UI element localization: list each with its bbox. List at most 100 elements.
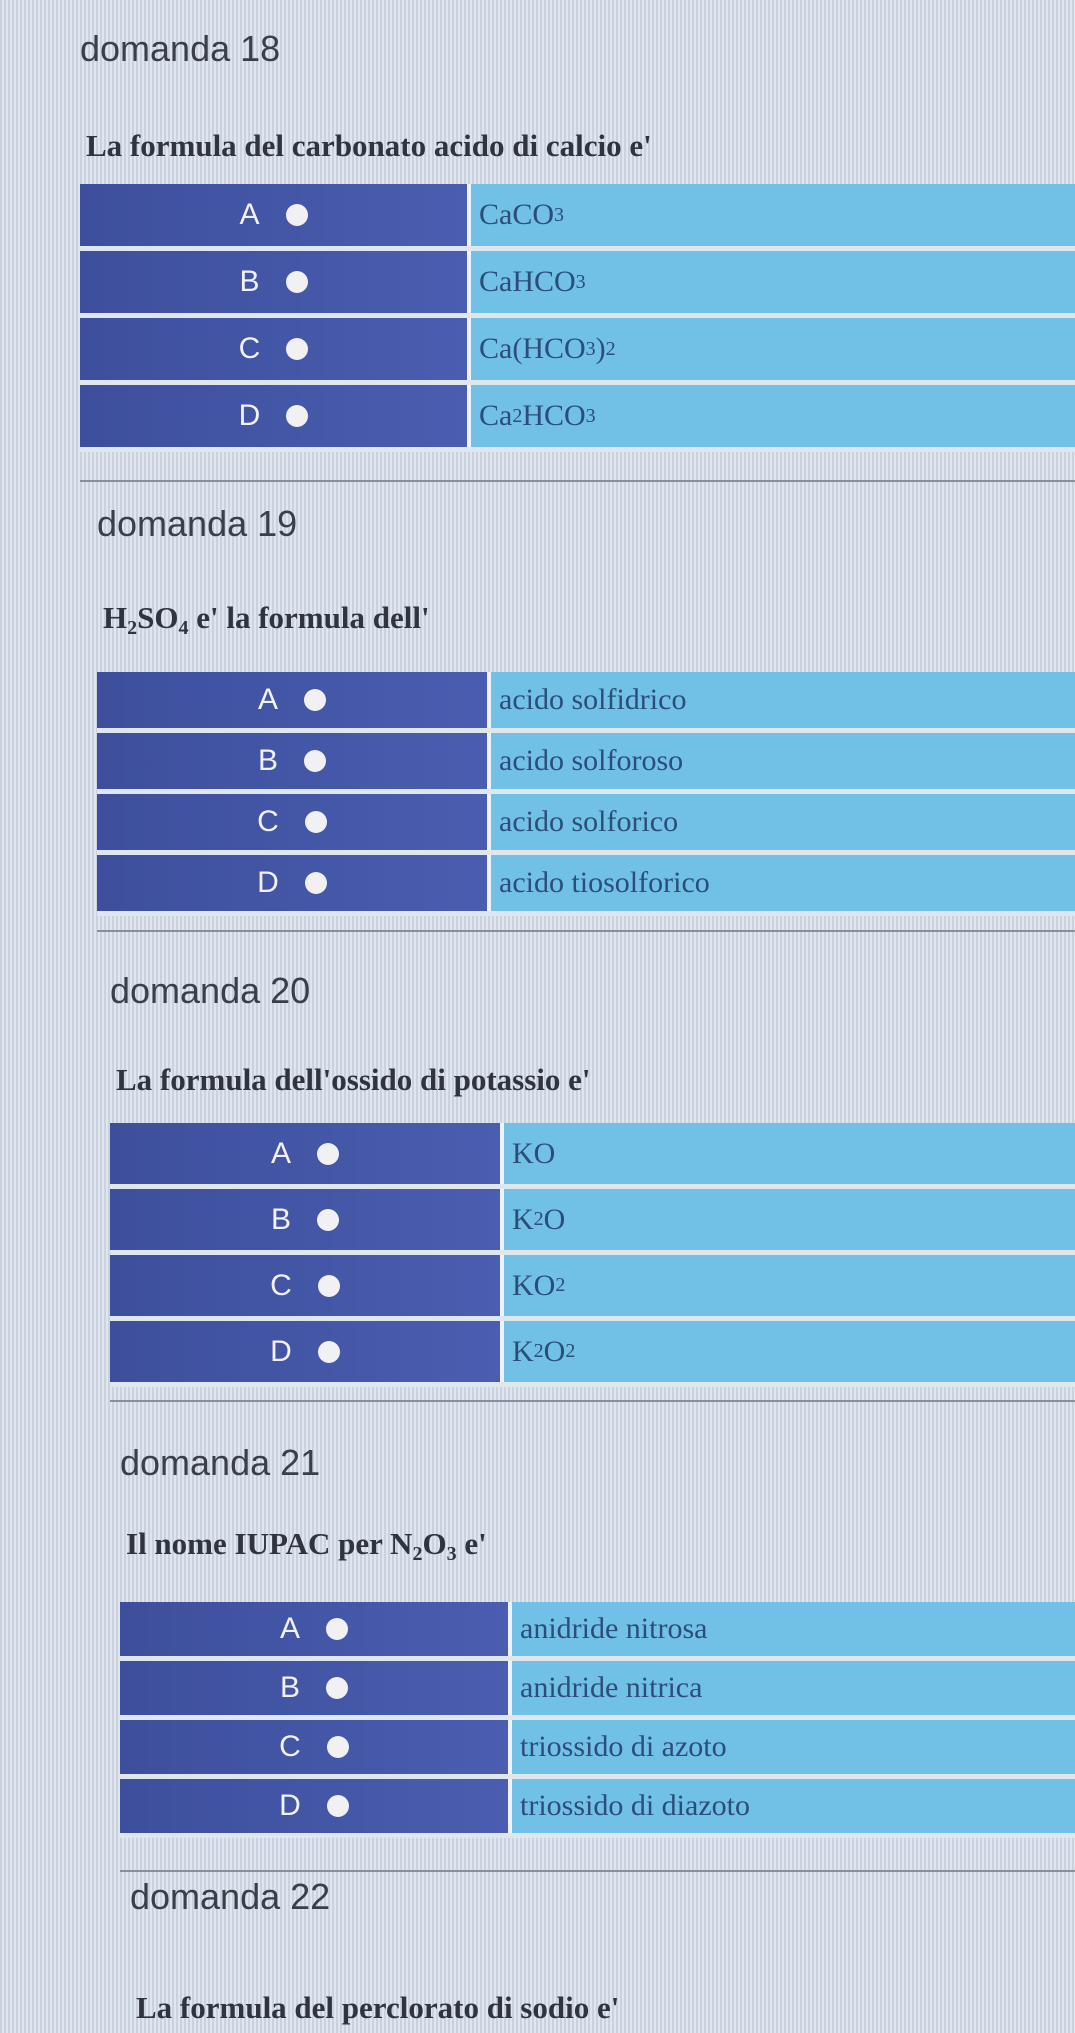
text-segment: La formula del carbonato acido di calcio… <box>86 128 652 163</box>
radio-button[interactable] <box>285 271 308 293</box>
text-segment: Ca(HCO <box>479 332 586 365</box>
answer-option-a[interactable]: A CaCO 3 <box>80 184 1075 251</box>
radio-button[interactable] <box>304 689 326 711</box>
text-segment: H <box>103 600 128 635</box>
radio-button[interactable] <box>304 872 327 894</box>
answer-option-c[interactable]: C Ca(HCO 3) 2 <box>80 318 1075 385</box>
option-selector[interactable]: D <box>80 385 471 447</box>
option-letter: D <box>238 399 261 432</box>
option-selector[interactable]: C <box>80 318 471 380</box>
option-selector[interactable]: C <box>120 1720 512 1774</box>
answer-option-b[interactable]: B CaHCO 3 <box>80 251 1075 318</box>
subscript: 3 <box>554 203 564 226</box>
option-answer[interactable]: acido solforoso <box>491 733 1075 789</box>
option-selector[interactable]: D <box>120 1779 512 1833</box>
question-number: domanda 19 <box>97 503 298 544</box>
option-selector[interactable]: B <box>110 1189 504 1250</box>
question-number: domanda 22 <box>130 1876 331 1917</box>
subscript: 3 <box>575 270 586 293</box>
divider <box>97 930 1075 932</box>
option-selector[interactable]: B <box>97 733 491 789</box>
text-segment: K <box>512 1202 534 1236</box>
option-answer[interactable]: triossido di azoto <box>512 1720 1075 1774</box>
option-answer[interactable]: Ca(HCO 3) 2 <box>471 318 1075 380</box>
option-answer[interactable]: triossido di diazoto <box>512 1779 1075 1833</box>
divider <box>80 480 1075 482</box>
radio-button[interactable] <box>317 1208 339 1231</box>
radio-button[interactable] <box>317 1142 339 1165</box>
subscript: 3 <box>446 1543 457 1565</box>
text-segment: KO <box>512 1136 556 1170</box>
option-letter: A <box>239 198 260 231</box>
radio-button[interactable] <box>317 1340 340 1363</box>
text-segment: acido solforico <box>499 805 679 838</box>
option-letter: A <box>257 683 278 716</box>
subscript: 2 <box>555 1274 566 1296</box>
radio-button[interactable] <box>286 338 309 360</box>
option-letter: B <box>270 1202 291 1236</box>
question-number: domanda 21 <box>120 1442 321 1483</box>
text-segment: O <box>422 1526 447 1561</box>
option-answer[interactable]: KO 2 <box>504 1255 1075 1316</box>
subscript: 2 <box>533 1340 544 1362</box>
text-segment: Il nome IUPAC per N <box>126 1526 413 1561</box>
question-number: domanda 20 <box>110 970 311 1011</box>
subscript: 2 <box>565 1340 576 1362</box>
radio-button[interactable] <box>326 1736 349 1758</box>
radio-button[interactable] <box>304 750 326 772</box>
option-letter: A <box>270 1136 291 1170</box>
subscript: 4 <box>178 617 189 639</box>
option-answer[interactable]: KO <box>504 1123 1075 1184</box>
option-letter: B <box>279 1671 300 1704</box>
option-letter: D <box>270 1334 292 1368</box>
text-segment: acido solfidrico <box>499 683 687 716</box>
option-answer[interactable]: anidride nitrica <box>512 1661 1075 1715</box>
option-selector[interactable]: C <box>97 794 491 850</box>
radio-button[interactable] <box>326 1618 348 1640</box>
radio-button[interactable] <box>326 1795 349 1817</box>
option-letter: A <box>279 1612 300 1645</box>
option-selector[interactable]: D <box>110 1321 504 1382</box>
answer-option-c[interactable]: C KO 2 <box>110 1255 1075 1321</box>
option-answer[interactable]: acido solforico <box>491 794 1075 850</box>
subscript: 3 <box>585 337 596 360</box>
text-segment: CaHCO <box>479 265 576 298</box>
answer-option-d[interactable]: D Ca 2 HCO 3 <box>80 385 1075 452</box>
option-answer[interactable]: CaHCO 3 <box>471 251 1075 313</box>
radio-button[interactable] <box>285 204 308 226</box>
answer-option-a[interactable]: A KO <box>110 1123 1075 1189</box>
text-segment: Ca <box>479 399 513 432</box>
question-text: H2SO4 e' la formula dell' <box>103 600 430 640</box>
option-selector[interactable]: A <box>110 1123 504 1184</box>
radio-button[interactable] <box>286 405 309 427</box>
option-answer[interactable]: CaCO 3 <box>471 184 1075 246</box>
option-selector[interactable]: D <box>97 855 491 911</box>
option-selector[interactable]: A <box>80 184 471 246</box>
radio-button[interactable] <box>317 1274 340 1297</box>
text-segment: SO <box>137 600 179 635</box>
option-selector[interactable]: B <box>120 1661 512 1715</box>
option-selector[interactable]: A <box>120 1602 512 1656</box>
option-answer[interactable]: Ca 2 HCO 3 <box>471 385 1075 447</box>
option-selector[interactable]: A <box>97 672 491 728</box>
option-selector[interactable]: C <box>110 1255 504 1316</box>
text-segment: HCO <box>522 399 586 432</box>
option-selector[interactable]: B <box>80 251 471 313</box>
radio-button[interactable] <box>326 1677 348 1699</box>
option-answer[interactable]: anidride nitrosa <box>512 1602 1075 1656</box>
option-answer[interactable]: acido solfidrico <box>491 672 1075 728</box>
radio-button[interactable] <box>304 811 327 833</box>
option-answer[interactable]: acido tiosolforico <box>491 855 1075 911</box>
